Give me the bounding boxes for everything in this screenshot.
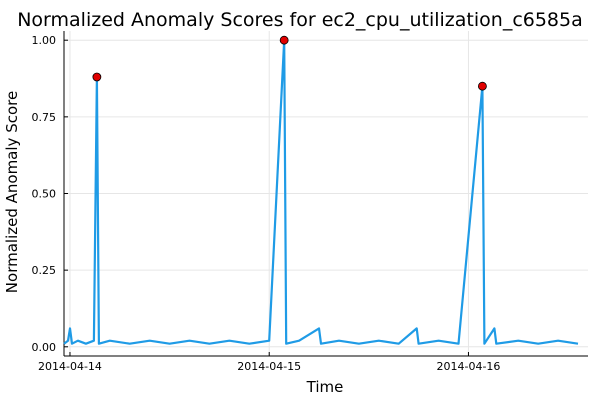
y-tick-label: 0.75	[32, 111, 57, 124]
x-axis-label: Time	[306, 378, 344, 396]
anomaly-point-2	[478, 81, 487, 91]
y-tick-label: 0.00	[32, 341, 57, 354]
y-tick-label: 1.00	[32, 34, 57, 47]
y-axis-ticks: 0.00 0.25 0.50 0.75 1.00	[32, 34, 68, 354]
x-tick-label: 2014-04-16	[436, 360, 500, 373]
y-tick-label: 0.50	[32, 188, 57, 201]
y-axis-label: Normalized Anomaly Score	[3, 91, 21, 293]
series-group	[63, 39, 579, 345]
x-tick-label: 2014-04-14	[38, 360, 102, 373]
anomaly-point-1	[279, 35, 289, 45]
y-tick-label: 0.25	[32, 264, 57, 277]
grid	[64, 31, 588, 356]
x-axis-ticks: 2014-04-14 2014-04-15 2014-04-16	[38, 352, 500, 373]
chart-title: Normalized Anomaly Scores for ec2_cpu_ut…	[17, 9, 583, 31]
anomaly-point-0	[92, 72, 102, 82]
x-tick-label: 2014-04-15	[237, 360, 301, 373]
series-line-0	[63, 39, 579, 345]
anomaly-markers	[92, 35, 487, 91]
